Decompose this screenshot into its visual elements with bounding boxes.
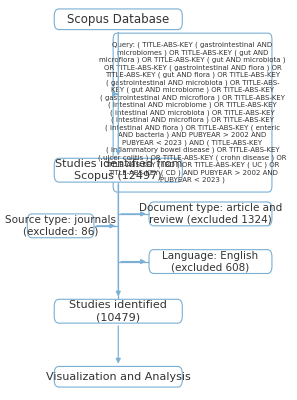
FancyBboxPatch shape xyxy=(54,299,182,323)
FancyBboxPatch shape xyxy=(149,250,272,274)
Text: Document type: article and
review (excluded 1324): Document type: article and review (exclu… xyxy=(139,203,282,225)
FancyBboxPatch shape xyxy=(27,214,94,238)
Text: Scopus Database: Scopus Database xyxy=(67,13,169,26)
FancyBboxPatch shape xyxy=(54,9,182,30)
Text: Query: ( TITLE-ABS-KEY ( gastrointestinal AND
microbiomes ) OR TITLE-ABS-KEY ( g: Query: ( TITLE-ABS-KEY ( gastrointestina… xyxy=(98,42,287,183)
Text: Source type: journals
(excluded: 86): Source type: journals (excluded: 86) xyxy=(5,215,116,237)
FancyBboxPatch shape xyxy=(54,158,182,182)
FancyBboxPatch shape xyxy=(149,202,272,226)
FancyBboxPatch shape xyxy=(54,366,182,387)
FancyBboxPatch shape xyxy=(113,33,272,192)
Text: Language: English
(excluded 608): Language: English (excluded 608) xyxy=(162,251,258,272)
Text: Visualization and Analysis: Visualization and Analysis xyxy=(46,372,191,382)
Text: Studies identified from
Scopus (12497): Studies identified from Scopus (12497) xyxy=(55,160,182,181)
Text: Studies identified
(10479): Studies identified (10479) xyxy=(69,300,167,322)
